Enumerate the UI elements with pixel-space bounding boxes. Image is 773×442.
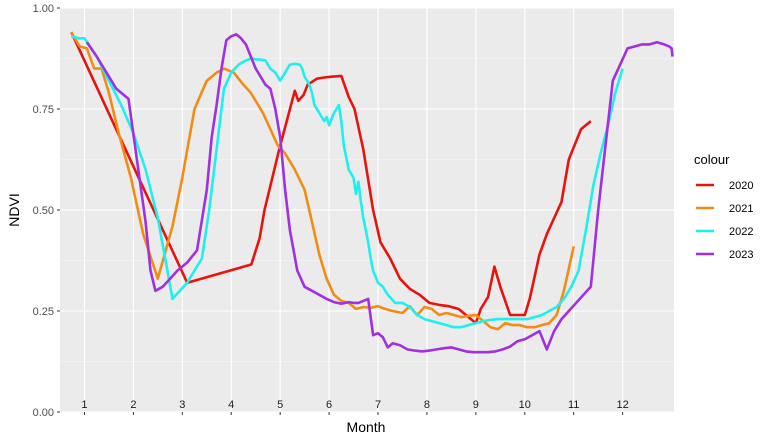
major-gridlines (60, 7, 674, 413)
legend-label-2021: 2021 (729, 203, 753, 215)
series-line-2020 (70, 31, 592, 325)
month-labels: 1 2 3 4 5 6 7 8 9 10 11 12 (81, 399, 628, 411)
x-axis-title: Month (347, 419, 386, 435)
month-label: 10 (519, 399, 531, 411)
month-label: 5 (277, 399, 283, 411)
series-line-2023 (85, 33, 674, 354)
series-lines (70, 31, 674, 354)
month-label: 12 (617, 399, 629, 411)
month-label: 2 (130, 399, 136, 411)
month-label: 4 (228, 399, 234, 411)
month-label: 9 (473, 399, 479, 411)
month-label: 6 (326, 399, 332, 411)
y-tick-label: 0.25 (33, 306, 54, 318)
month-label: 7 (375, 399, 381, 411)
y-tick-label: 1.00 (33, 3, 54, 15)
legend: colour 2020 2021 2022 2023 (694, 152, 753, 265)
y-tick-label: 0.75 (33, 104, 54, 116)
y-tick-label: 0.50 (33, 205, 54, 217)
month-label: 11 (568, 399, 579, 411)
y-axis-title: NDVI (6, 193, 22, 226)
legend-title: colour (694, 152, 730, 167)
y-tick-label: 0.00 (33, 407, 54, 419)
month-label: 1 (81, 399, 87, 411)
series-line-2022 (70, 35, 624, 329)
month-label: 8 (424, 399, 430, 411)
axes: 0.00 0.25 0.50 0.75 1.00 (33, 3, 624, 419)
month-label: 3 (179, 399, 185, 411)
legend-label-2023: 2023 (729, 249, 753, 261)
legend-label-2022: 2022 (729, 226, 753, 238)
legend-label-2020: 2020 (729, 180, 753, 192)
